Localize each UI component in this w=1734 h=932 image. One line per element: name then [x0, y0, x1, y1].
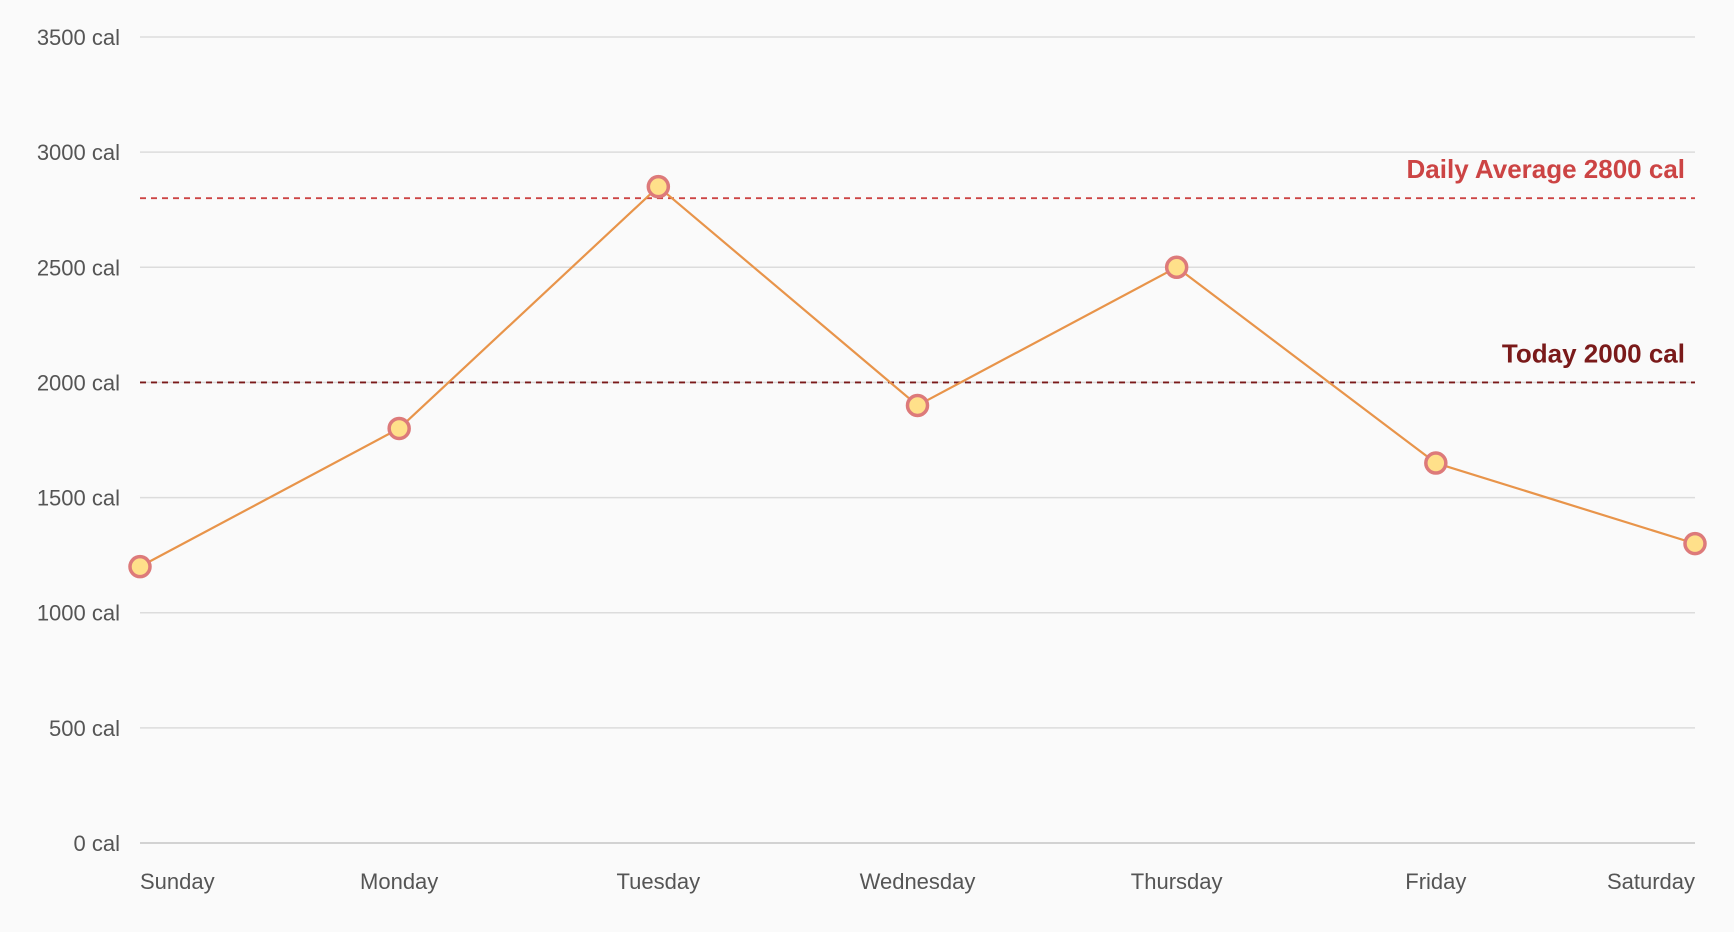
- y-tick-label: 2000 cal: [37, 370, 120, 395]
- data-point-marker[interactable]: [1683, 531, 1707, 556]
- data-point-marker[interactable]: [1424, 451, 1448, 475]
- y-tick-label: 500 cal: [49, 716, 120, 741]
- reference-lines: Daily Average 2800 cal Today 2000 cal: [140, 154, 1695, 384]
- x-tick-label: Friday: [1405, 869, 1466, 894]
- reference-line-label: Daily Average 2800 cal: [1407, 154, 1685, 184]
- x-tick-label: Tuesday: [617, 869, 701, 894]
- x-tick-label: Sunday: [140, 869, 215, 894]
- x-tick-label: Monday: [360, 869, 438, 894]
- y-tick-label: 1000 cal: [37, 601, 120, 626]
- x-tick-label: Wednesday: [860, 869, 976, 894]
- y-tick-label: 2500 cal: [37, 255, 120, 280]
- y-tick-label: 1500 cal: [37, 486, 120, 511]
- x-tick-label: Thursday: [1131, 869, 1223, 894]
- data-point-marker[interactable]: [387, 416, 411, 441]
- y-axis-tick-labels: 0 cal 500 cal 1000 cal 1500 cal 2000 cal 2500…: [37, 25, 120, 856]
- y-tick-label: 3000 cal: [37, 140, 120, 165]
- series-line: [139, 185, 1696, 568]
- data-point-marker[interactable]: [1164, 255, 1189, 280]
- y-tick-label: 3500 cal: [37, 25, 120, 50]
- y-tick-label: 0 cal: [74, 831, 120, 856]
- reference-line-label: Today 2000 cal: [1502, 338, 1685, 368]
- grid-lines: [140, 36, 1695, 844]
- data-point-marker[interactable]: [128, 554, 152, 579]
- data-point-marker[interactable]: [905, 393, 930, 418]
- series: [128, 174, 1707, 579]
- data-point-marker[interactable]: [646, 174, 671, 199]
- x-axis-tick-labels: Sunday Monday Tuesday Wednesday Thursday Frid…: [140, 869, 1695, 894]
- x-tick-label: Saturday: [1607, 869, 1695, 894]
